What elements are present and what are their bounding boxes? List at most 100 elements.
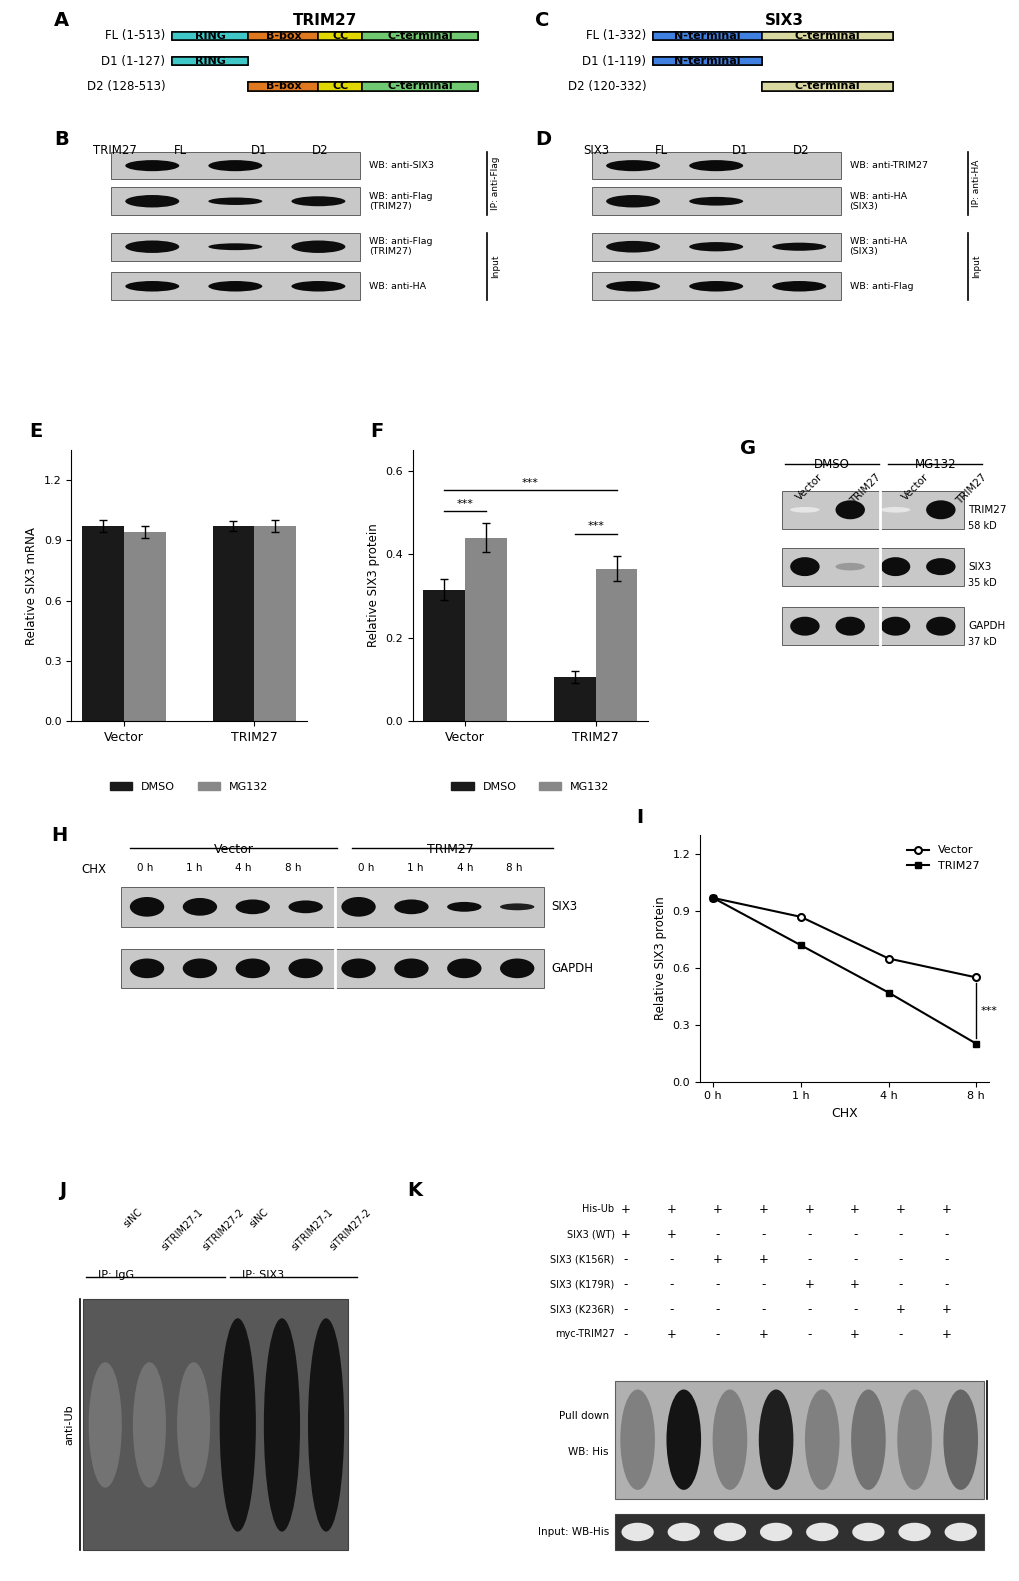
Text: -: -	[668, 1303, 674, 1315]
Text: -: -	[623, 1328, 628, 1341]
Ellipse shape	[208, 281, 262, 291]
Text: 35 kD: 35 kD	[967, 579, 996, 588]
Bar	[249, 32, 318, 40]
Text: -: -	[898, 1328, 902, 1341]
Text: -: -	[668, 1252, 674, 1266]
Text: -: -	[806, 1252, 811, 1266]
Legend: DMSO, MG132: DMSO, MG132	[106, 778, 272, 797]
Text: 4 h: 4 h	[235, 863, 252, 873]
Text: WB: anti-Flag
(TRIM27): WB: anti-Flag (TRIM27)	[368, 237, 432, 256]
Ellipse shape	[182, 958, 217, 979]
Text: D2 (120-332): D2 (120-332)	[567, 81, 646, 93]
Text: TRIM27: TRIM27	[93, 144, 137, 157]
Ellipse shape	[835, 563, 864, 571]
Ellipse shape	[291, 281, 345, 291]
Text: +: +	[941, 1303, 951, 1315]
Bar	[595, 569, 637, 721]
Ellipse shape	[208, 243, 262, 250]
Text: D1 (1-127): D1 (1-127)	[101, 55, 165, 68]
Text: WB: anti-TRIM27: WB: anti-TRIM27	[849, 161, 926, 171]
Text: E: E	[29, 422, 42, 441]
Text: His-Ub: His-Ub	[582, 1205, 613, 1214]
Text: FL (1-513): FL (1-513)	[105, 30, 165, 43]
Bar	[84, 1300, 347, 1551]
Ellipse shape	[288, 901, 323, 914]
Ellipse shape	[689, 198, 743, 206]
Ellipse shape	[943, 1390, 977, 1489]
Text: -: -	[898, 1227, 902, 1241]
Bar	[318, 32, 362, 40]
Text: G: G	[739, 440, 755, 458]
Bar	[120, 887, 543, 926]
Bar	[172, 32, 478, 40]
Bar	[761, 32, 893, 40]
Ellipse shape	[605, 281, 659, 291]
Ellipse shape	[235, 958, 270, 979]
Text: IP: IgG: IP: IgG	[98, 1270, 133, 1281]
Text: -: -	[714, 1277, 719, 1290]
Text: +: +	[666, 1203, 676, 1216]
Text: -: -	[944, 1227, 948, 1241]
Text: +: +	[666, 1328, 676, 1341]
Ellipse shape	[308, 1319, 343, 1532]
Ellipse shape	[264, 1319, 300, 1532]
Text: CHX: CHX	[82, 863, 106, 876]
Ellipse shape	[689, 242, 743, 251]
Text: C-terminal: C-terminal	[387, 81, 452, 92]
Text: IP: SIX3: IP: SIX3	[242, 1270, 283, 1281]
Vector	[969, 968, 981, 987]
Text: TRIM27: TRIM27	[967, 504, 1006, 515]
Bar	[782, 607, 963, 645]
Text: D2: D2	[793, 144, 809, 157]
Bar	[591, 272, 840, 300]
Ellipse shape	[235, 900, 270, 914]
Text: C-terminal: C-terminal	[794, 81, 860, 92]
Ellipse shape	[446, 958, 481, 979]
Text: myc-TRIM27: myc-TRIM27	[554, 1330, 613, 1339]
Ellipse shape	[182, 898, 217, 915]
Text: 1 h: 1 h	[408, 863, 424, 873]
Text: -: -	[623, 1303, 628, 1315]
Ellipse shape	[804, 1390, 839, 1489]
Text: +: +	[895, 1203, 905, 1216]
Text: -: -	[714, 1328, 719, 1341]
Ellipse shape	[771, 242, 825, 251]
Text: -: -	[806, 1303, 811, 1315]
Text: FL: FL	[174, 144, 187, 157]
Text: -: -	[898, 1252, 902, 1266]
Text: -: -	[944, 1277, 948, 1290]
Text: -: -	[806, 1227, 811, 1241]
Ellipse shape	[790, 617, 819, 636]
Ellipse shape	[925, 617, 955, 636]
TRIM27	[706, 889, 718, 907]
Bar	[82, 526, 123, 721]
Ellipse shape	[712, 1390, 747, 1489]
Text: D1: D1	[251, 144, 267, 157]
Text: Vector: Vector	[793, 471, 824, 503]
Text: siTRIM27-2: siTRIM27-2	[327, 1208, 373, 1252]
Bar	[613, 1513, 983, 1551]
Text: IP: anti-Flag: IP: anti-Flag	[490, 157, 499, 210]
Text: -: -	[852, 1227, 857, 1241]
Text: SIX3 (K236R): SIX3 (K236R)	[550, 1304, 613, 1314]
Ellipse shape	[177, 1363, 210, 1488]
Ellipse shape	[771, 281, 825, 291]
Text: Input: WB-His: Input: WB-His	[537, 1527, 608, 1537]
Ellipse shape	[499, 903, 534, 911]
Ellipse shape	[291, 196, 345, 206]
Y-axis label: Relative SIX3 protein: Relative SIX3 protein	[653, 896, 666, 1020]
Text: D2 (128-513): D2 (128-513)	[87, 81, 165, 93]
TRIM27	[969, 1034, 981, 1053]
Ellipse shape	[129, 958, 164, 979]
Ellipse shape	[759, 1523, 792, 1541]
Text: TRIM27: TRIM27	[426, 843, 473, 855]
Bar	[111, 152, 360, 180]
Ellipse shape	[125, 281, 179, 291]
Bar	[652, 32, 893, 40]
Bar	[761, 82, 893, 90]
Text: siNC: siNC	[121, 1208, 144, 1230]
Text: SIX3 (K156R): SIX3 (K156R)	[550, 1254, 613, 1265]
Ellipse shape	[713, 1523, 745, 1541]
Text: 37 kD: 37 kD	[967, 637, 996, 648]
Ellipse shape	[880, 557, 909, 575]
